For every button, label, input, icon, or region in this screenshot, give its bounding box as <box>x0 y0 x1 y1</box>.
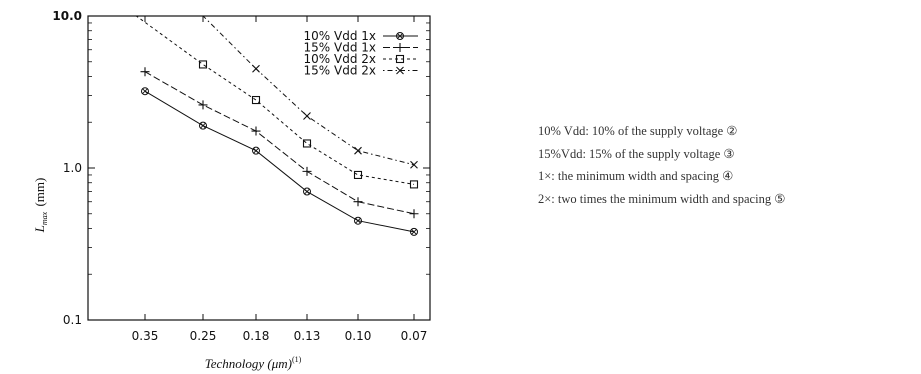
legend-marker <box>396 32 404 40</box>
y-axis-label: Lmax (mm) <box>32 178 49 234</box>
lmax-chart: 0.1 1.0 10.0 0.35 0.25 0.18 0.13 0.10 0.07 10% V… <box>32 9 431 371</box>
data-point <box>252 146 260 155</box>
data-point <box>303 112 311 120</box>
data-point <box>302 166 312 176</box>
x-tick-label: 0.18 <box>243 329 270 343</box>
data-point <box>140 67 150 77</box>
data-point <box>354 216 362 225</box>
note-1x: 1×: the minimum width and spacing ④ <box>538 169 734 183</box>
series-4 <box>202 16 418 169</box>
note-10pct-vdd: 10% Vdd: 10% of the supply voltage ② <box>538 124 738 138</box>
data-point <box>251 95 261 105</box>
data-point <box>251 126 261 136</box>
y-tick-label: 10.0 <box>52 9 82 23</box>
data-point <box>353 197 363 207</box>
x-tick-label: 0.13 <box>294 329 321 343</box>
data-point <box>410 227 418 236</box>
data-point <box>198 100 208 110</box>
series-line <box>144 90 415 233</box>
plot-area <box>135 16 419 236</box>
plot-frame <box>87 15 431 321</box>
x-tick-label: 0.10 <box>345 329 372 343</box>
series-line <box>135 16 415 185</box>
data-point <box>302 139 312 148</box>
data-point <box>199 121 207 130</box>
note-15pct-vdd: 15%Vdd: 15% of the supply voltage ③ <box>538 146 735 161</box>
data-point <box>141 87 149 96</box>
legend-marker <box>395 43 405 52</box>
x-axis-label: Technology (μm)(1) <box>205 355 302 371</box>
legend-label: 15% Vdd 1x <box>304 41 376 55</box>
series-3 <box>135 16 419 189</box>
data-point <box>410 160 418 169</box>
data-point <box>353 170 363 180</box>
series-1 <box>141 87 418 236</box>
y-tick-label: 0.1 <box>63 313 82 327</box>
note-2x: 2×: two times the minimum width and spac… <box>538 191 786 206</box>
series-line <box>202 16 415 166</box>
data-point <box>409 209 419 219</box>
legend-label: 15% Vdd 2x <box>304 64 376 78</box>
legend-label: 10% Vdd 2x <box>304 52 376 66</box>
x-tick-label: 0.25 <box>190 329 217 343</box>
axes-group: 0.1 1.0 10.0 0.35 0.25 0.18 0.13 0.10 0.07 <box>52 9 431 343</box>
legend-marker <box>396 66 404 75</box>
data-point <box>354 146 362 155</box>
legend-label: 10% Vdd 1x <box>304 29 376 43</box>
series-2 <box>140 67 419 219</box>
series-line <box>144 71 415 215</box>
data-point <box>252 64 260 73</box>
x-tick-label: 0.35 <box>132 329 159 343</box>
notes-panel: 10% Vdd: 10% of the supply voltage ② 15%… <box>538 120 785 210</box>
data-point <box>303 187 311 196</box>
data-point <box>198 60 208 69</box>
data-point <box>409 180 419 189</box>
y-tick-label: 1.0 <box>63 161 82 175</box>
x-tick-label: 0.07 <box>401 329 428 343</box>
legend-marker <box>395 54 405 64</box>
